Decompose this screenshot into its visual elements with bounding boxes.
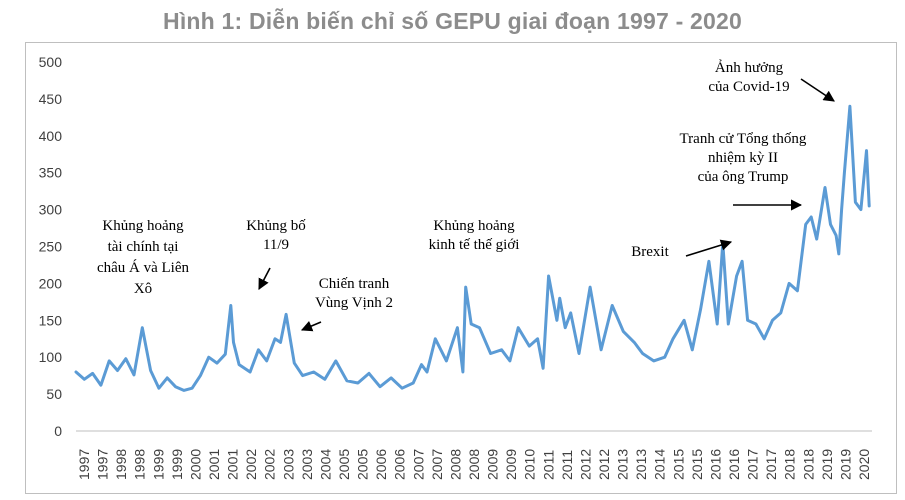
x-tick-label: 2006 bbox=[373, 449, 389, 480]
annotation-brexit-line: Brexit bbox=[631, 244, 669, 260]
x-tick-label: 2017 bbox=[745, 449, 761, 480]
x-tick-label: 2008 bbox=[466, 449, 482, 480]
annotation-asian-crisis-line: tài chính tại bbox=[108, 239, 179, 255]
y-tick-label: 450 bbox=[39, 91, 63, 107]
x-tick-label: 2014 bbox=[652, 449, 668, 480]
x-tick-label: 2015 bbox=[670, 449, 686, 480]
y-tick-label: 400 bbox=[39, 128, 63, 144]
x-tick-label: 2001 bbox=[225, 449, 241, 480]
x-tick-label: 1997 bbox=[95, 449, 111, 480]
annotation-asian-crisis-line: châu Á và Liên bbox=[97, 259, 190, 276]
annotation-trump-line: nhiệm kỳ II bbox=[708, 150, 778, 166]
x-tick-label: 2020 bbox=[856, 449, 872, 480]
x-tick-label: 2013 bbox=[633, 449, 649, 480]
x-tick-label: 2015 bbox=[689, 449, 705, 480]
arrow-911 bbox=[258, 267, 271, 290]
x-tick-label: 2016 bbox=[707, 449, 723, 480]
annotation-911-line: Khủng bố bbox=[246, 218, 306, 234]
x-tick-label: 2018 bbox=[800, 449, 816, 480]
y-axis: 0 50 100 150 200 250 300 350 400 450 500 bbox=[39, 54, 63, 439]
x-tick-label: 2007 bbox=[410, 449, 426, 480]
x-tick-label: 2017 bbox=[763, 449, 779, 480]
x-tick-label: 1999 bbox=[169, 449, 185, 480]
annotation-gulf-war-line: Vùng Vịnh 2 bbox=[315, 295, 393, 311]
x-tick-label: 2011 bbox=[540, 450, 556, 480]
x-tick-label: 2005 bbox=[336, 449, 352, 480]
annotation-911-line: 11/9 bbox=[263, 237, 289, 253]
x-tick-label: 2003 bbox=[299, 449, 315, 480]
y-tick-label: 200 bbox=[39, 275, 63, 291]
x-tick-label: 2018 bbox=[782, 449, 798, 480]
x-tick-label: 2010 bbox=[522, 449, 538, 480]
x-tick-label: 2019 bbox=[837, 449, 853, 480]
arrow-brexit bbox=[685, 239, 733, 257]
x-tick-label: 2019 bbox=[819, 449, 835, 480]
annotation-layer: Khủng hoảng tài chính tại châu Á và Liên Xô… bbox=[97, 59, 807, 311]
annotation-asian-crisis-line: Khủng hoảng bbox=[102, 218, 184, 234]
chart-title: Hình 1: Diễn biến chỉ số GEPU giai đoạn … bbox=[163, 8, 742, 34]
x-tick-label: 2002 bbox=[243, 449, 259, 480]
x-axis: 1997 1997 1998 1998 1999 1999 2000 2001 2001 2002… bbox=[76, 430, 872, 480]
arrow-layer bbox=[258, 78, 835, 332]
y-tick-label: 50 bbox=[46, 386, 62, 402]
x-tick-label: 2011 bbox=[559, 450, 575, 480]
x-tick-label: 2013 bbox=[615, 449, 631, 480]
chart-frame bbox=[25, 42, 897, 494]
annotation-gulf-war-line: Chiến tranh bbox=[319, 276, 390, 292]
y-tick-label: 250 bbox=[39, 239, 63, 255]
y-tick-label: 300 bbox=[39, 202, 63, 218]
x-tick-label: 2006 bbox=[392, 449, 408, 480]
x-tick-label: 2005 bbox=[355, 449, 371, 480]
x-tick-label: 1998 bbox=[132, 449, 148, 480]
x-tick-label: 2007 bbox=[429, 449, 445, 480]
annotation-covid-line: của Covid-19 bbox=[708, 79, 789, 95]
x-tick-label: 2009 bbox=[485, 449, 501, 480]
x-tick-label: 1999 bbox=[150, 449, 166, 480]
x-tick-label: 2012 bbox=[596, 449, 612, 480]
series-line-gepu bbox=[74, 104, 871, 392]
arrow-covid bbox=[800, 78, 835, 102]
annotation-global-crisis-line: kinh tế thế giới bbox=[429, 237, 520, 253]
x-tick-label: 2004 bbox=[317, 449, 333, 480]
series-layer bbox=[74, 104, 871, 392]
y-tick-label: 500 bbox=[39, 54, 63, 70]
y-tick-label: 100 bbox=[39, 349, 63, 365]
annotation-trump-line: Tranh cử Tổng thống bbox=[680, 131, 807, 147]
x-tick-label: 1997 bbox=[76, 449, 92, 480]
x-tick-label: 1998 bbox=[113, 449, 129, 480]
annotation-asian-crisis-line: Xô bbox=[134, 281, 152, 297]
y-tick-label: 150 bbox=[39, 312, 63, 328]
x-tick-label: 2012 bbox=[577, 449, 593, 480]
y-tick-label: 0 bbox=[54, 423, 62, 439]
x-tick-label: 2000 bbox=[187, 449, 203, 480]
x-tick-label: 2002 bbox=[262, 449, 278, 480]
x-tick-label: 2008 bbox=[447, 449, 463, 480]
annotation-trump-line: của ông Trump bbox=[698, 169, 789, 185]
x-tick-label: 2001 bbox=[206, 449, 222, 480]
x-tick-label: 2003 bbox=[280, 449, 296, 480]
arrow-gulf-war bbox=[300, 320, 322, 332]
y-tick-label: 350 bbox=[39, 165, 63, 181]
x-tick-label: 2009 bbox=[503, 449, 519, 480]
annotation-covid-line: Ảnh hưởng bbox=[715, 59, 784, 76]
annotation-global-crisis-line: Khủng hoảng bbox=[433, 218, 515, 234]
x-tick-label: 2016 bbox=[726, 449, 742, 480]
